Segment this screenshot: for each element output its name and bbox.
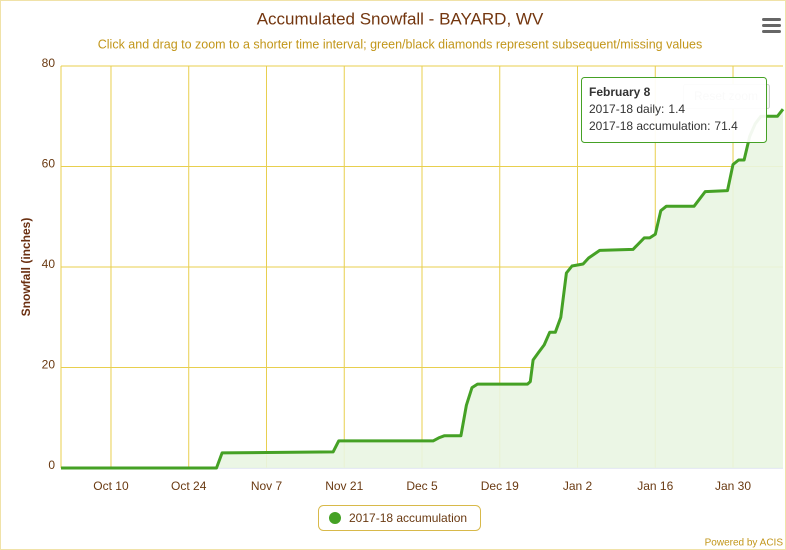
x-tick-label: Oct 10 [93,479,129,493]
tooltip-label: 2017-18 daily: [589,102,664,116]
legend-box [318,505,481,531]
y-tick-label: 60 [42,157,56,171]
x-tick-label: Nov 7 [251,479,283,493]
tooltip: February 8 2017-18 daily: 1.4 2017-18 accum… [581,77,767,143]
legend: 2017-18 accumulation [318,505,481,531]
x-tick-label: Oct 24 [171,479,207,493]
x-tick-label: Dec 19 [481,479,519,493]
y-tick-label: 80 [42,56,56,70]
tooltip-row: 2017-18 accumulation: 71.4 [589,119,738,133]
x-tick-label: Jan 30 [715,479,751,493]
tooltip-value: 1.4 [668,102,685,116]
menu-bar [762,18,781,21]
menu-bar [762,30,781,33]
x-tick-label: Nov 21 [325,479,363,493]
legend-marker [329,512,341,524]
menu-bar [762,24,781,27]
y-axis-title: Snowfall (inches) [19,218,33,317]
tooltip-label: 2017-18 accumulation: [589,119,710,133]
line [61,108,785,470]
x-tick-label: Jan 16 [637,479,673,493]
legend-label[interactable]: 2017-18 accumulation [349,511,467,525]
y-tick-label: 40 [42,257,56,271]
tooltip-row: 2017-18 daily: 1.4 [589,102,685,116]
tooltip-title: February 8 [589,85,651,99]
x-tick-label: Dec 5 [406,479,438,493]
menu-icon[interactable] [762,18,781,33]
y-tick-label: 0 [48,458,55,472]
area [61,109,783,468]
tooltip-box [581,77,767,143]
chart-title: Accumulated Snowfall - BAYARD, WV [257,9,544,28]
chart-subtitle: Click and drag to zoom to a shorter time… [98,37,702,51]
credits[interactable]: Powered by ACIS [705,538,784,549]
y-tick-label: 20 [42,358,56,372]
x-tick-label: Jan 2 [563,479,593,493]
tooltip-value: 71.4 [714,119,738,133]
